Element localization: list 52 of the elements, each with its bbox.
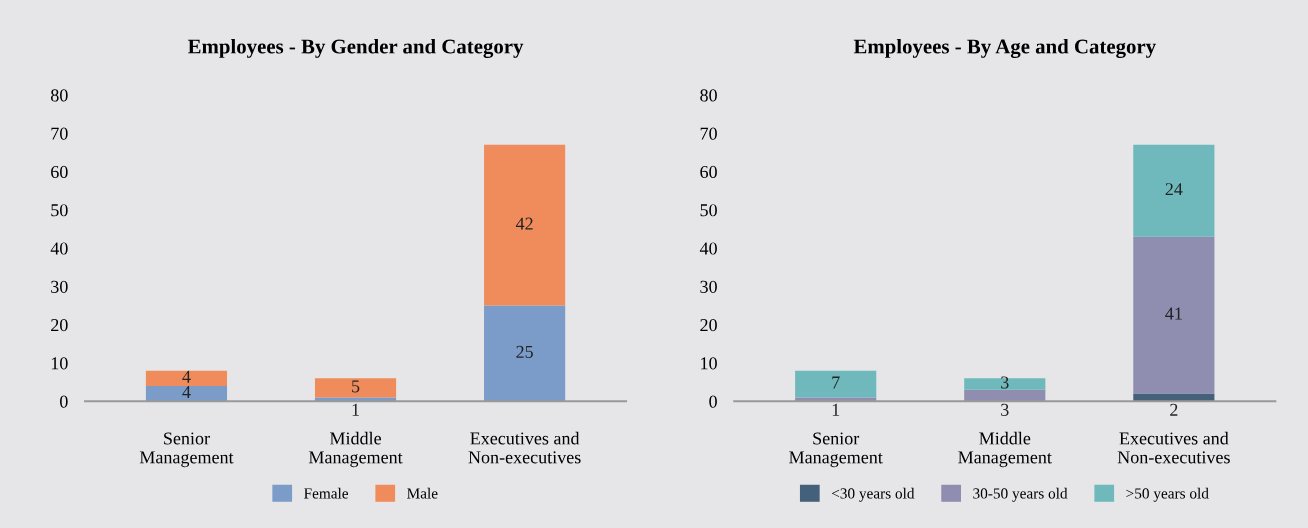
data-label: 5: [352, 380, 360, 393]
data-label: 4: [182, 386, 191, 398]
data-label: 1: [352, 403, 359, 416]
bar: [1133, 144, 1215, 237]
x-tick-label: Senior Management: [139, 432, 234, 468]
data-label: 25: [516, 345, 533, 358]
y-tick-label: 50: [700, 204, 717, 217]
bar: [145, 370, 228, 386]
y-tick-label: 20: [700, 318, 717, 332]
bar: [795, 370, 877, 398]
y-tick-label: 0: [709, 395, 717, 408]
data-label: 3: [1001, 403, 1009, 416]
legend-label: Male: [407, 487, 438, 499]
bar: [964, 378, 1046, 390]
data-label: 1: [832, 403, 840, 416]
data-label: 24: [1165, 183, 1183, 196]
chart-title: Employees - By Age and Category: [853, 38, 1156, 58]
x-tick-label: Executives and Non-executives: [1117, 431, 1230, 464]
y-tick-label: 60: [51, 165, 68, 179]
bar: [314, 378, 397, 398]
data-label: 4: [182, 370, 191, 383]
bar: [484, 305, 566, 402]
data-label: 2: [1170, 403, 1178, 416]
legend-label: Female: [304, 487, 349, 499]
legend-label: >50 years old: [1126, 487, 1209, 502]
data-label: 41: [1165, 307, 1182, 320]
legend-label: <30 years old: [831, 487, 915, 502]
y-tick-label: 50: [51, 204, 68, 217]
data-label: 42: [515, 217, 533, 230]
y-tick-label: 10: [701, 357, 717, 370]
data-label: 3: [1001, 376, 1009, 389]
x-tick-label: Middle Management: [308, 431, 403, 468]
y-tick-label: 80: [700, 89, 717, 102]
y-tick-label: 10: [51, 357, 68, 370]
y-tick-label: 0: [60, 395, 68, 408]
y-tick-label: 80: [50, 89, 68, 102]
x-tick-label: Middle Management: [958, 431, 1052, 468]
y-tick-label: 40: [50, 242, 68, 255]
data-label: 7: [832, 376, 840, 389]
chart-title: Employees - By Gender and Category: [187, 38, 524, 58]
legend-label: 30-50 years old: [973, 487, 1068, 502]
y-tick-label: 60: [700, 165, 717, 179]
x-tick-label: Senior Management: [789, 432, 883, 468]
y-tick-label: 70: [51, 127, 68, 140]
bar: [1133, 236, 1215, 394]
bar: [484, 144, 566, 306]
y-tick-label: 40: [699, 242, 717, 255]
x-tick-label: Executives and Non-executives: [468, 431, 581, 464]
y-tick-label: 30: [700, 280, 717, 293]
y-tick-label: 70: [700, 127, 717, 140]
y-tick-label: 30: [51, 280, 68, 293]
y-tick-label: 20: [51, 318, 68, 332]
